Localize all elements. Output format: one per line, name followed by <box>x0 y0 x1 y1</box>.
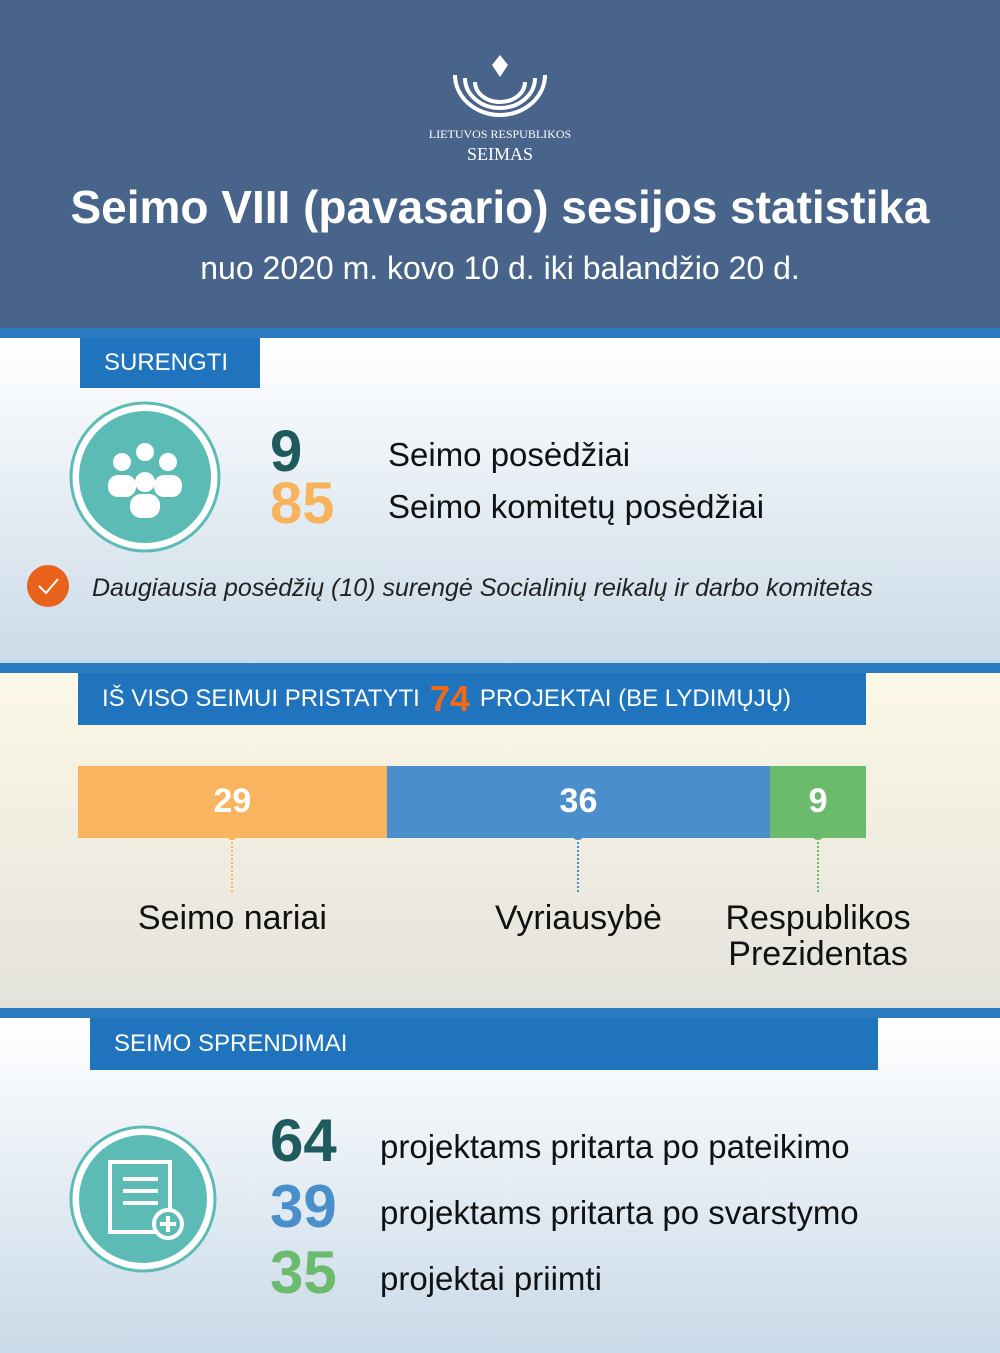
connector <box>817 834 820 892</box>
segment-value: 36 <box>559 782 598 820</box>
stat-label: Seimo posėdžiai <box>388 436 631 473</box>
stat-label: projektams pritarta po pateikimo <box>380 1128 850 1165</box>
segment-name: Respublikos Prezidentas <box>725 899 911 973</box>
section-tag: SURENGTI <box>80 338 260 388</box>
bar-segment: 9 <box>770 766 866 838</box>
people-icon <box>69 401 221 553</box>
segment-value: 9 <box>808 782 828 820</box>
segment-name: Seimo nariai <box>137 899 327 937</box>
tag-text: IŠ VISO SEIMUI PRISTATYTI <box>102 685 420 712</box>
stat-label: Seimo komitetų posėdžiai <box>388 488 765 525</box>
divider <box>0 328 1000 338</box>
stat-number: 64 <box>270 1107 337 1174</box>
note: Daugiausia posėdžių (10) surengė Sociali… <box>92 574 873 602</box>
total: 74 <box>429 678 470 719</box>
stacked-bar: 29 36 9 <box>78 766 866 838</box>
connector <box>577 834 580 892</box>
stat-label: projektams pritarta po svarstymo <box>380 1194 859 1231</box>
title: Seimo VIII (pavasario) sesijos statistik… <box>70 181 930 233</box>
logo-line1: LIETUVOS RESPUBLIKOS <box>428 127 572 141</box>
connector-dot <box>572 828 585 840</box>
stat-number: 9 <box>270 419 303 484</box>
connector-dot <box>226 828 239 840</box>
logo <box>453 55 547 117</box>
divider <box>0 663 1000 673</box>
section-projects <box>0 673 1000 1008</box>
section-tag: IŠ VISO SEIMUI PRISTATYTI 74 PROJEKTAI (… <box>78 673 866 725</box>
connector <box>231 834 234 892</box>
logo-line2: SEIMAS <box>466 144 533 164</box>
stat-number: 39 <box>270 1173 337 1240</box>
section-tag: SEIMO SPRENDIMAI <box>90 1018 878 1070</box>
stat-number: 35 <box>270 1239 337 1306</box>
divider <box>0 1008 1000 1018</box>
stat-number: 85 <box>270 471 335 536</box>
subtitle: nuo 2020 m. kovo 10 d. iki balandžio 20 … <box>200 250 800 286</box>
check-icon <box>27 565 69 607</box>
tag-text: PROJEKTAI (BE LYDIMŲJŲ) <box>479 685 792 712</box>
document-icon <box>69 1125 217 1273</box>
segment-name: Vyriausybė <box>495 899 662 937</box>
connector-dot <box>812 828 825 840</box>
segment-value: 29 <box>213 782 252 820</box>
bar-segment: 29 <box>78 766 387 838</box>
stat-label: projektai priimti <box>380 1260 602 1297</box>
bar-segment: 36 <box>386 766 771 838</box>
header <box>0 0 1000 328</box>
